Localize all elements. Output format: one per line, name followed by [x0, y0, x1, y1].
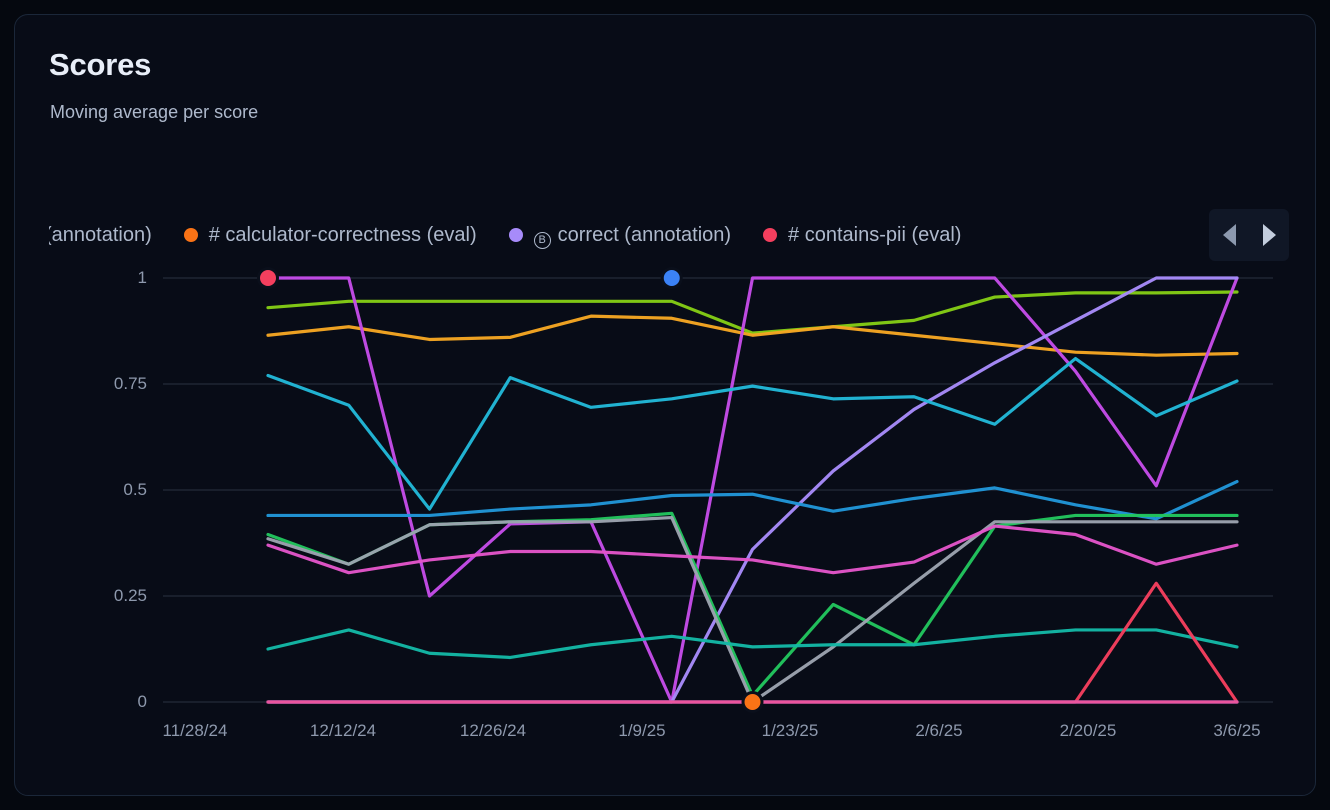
legend-item-label: # contains-pii (eval): [788, 223, 962, 246]
correct-annotation-marker[interactable]: [663, 270, 680, 286]
legend-item[interactable]: (annotation): [49, 207, 152, 263]
calculator-correctness-marker[interactable]: [744, 694, 761, 710]
series-line: [266, 479, 1239, 521]
legend-items: (annotation) # calculator-correctness (ev…: [49, 207, 1197, 263]
x-axis-tick-label: 1/23/25: [761, 721, 819, 740]
chart-legend: (annotation) # calculator-correctness (ev…: [49, 207, 1289, 263]
chevron-right-icon: [1262, 224, 1276, 246]
legend-color-dot: [508, 228, 523, 242]
contains-pii-marker[interactable]: [260, 270, 276, 286]
chart-svg: [163, 267, 1273, 713]
scores-card: Scores Moving average per score (annotat…: [14, 14, 1316, 796]
series-line: [266, 276, 1239, 704]
x-axis-tick-label: 1/9/25: [618, 721, 666, 740]
legend-color-dot: [183, 228, 198, 242]
legend-item-label: # calculator-correctness (eval): [208, 223, 477, 246]
chevron-left-icon: [1222, 224, 1236, 246]
x-axis-tick-label: 3/6/25: [1213, 721, 1261, 740]
series-line: [266, 515, 1239, 704]
circled-b-icon: B: [533, 231, 551, 249]
y-axis-tick-label: 0.75: [113, 374, 147, 393]
chart-subtitle: Moving average per score: [50, 102, 259, 122]
legend-item[interactable]: # contains-pii (eval): [763, 207, 961, 263]
x-axis-tick-label: 11/28/24: [162, 721, 228, 740]
legend-prev-button[interactable]: [1216, 220, 1242, 250]
legend-pager[interactable]: [1209, 209, 1289, 261]
series-line: [266, 314, 1239, 357]
x-axis-tick-label: 12/26/24: [459, 721, 527, 740]
x-axis-tick-label: 2/6/25: [915, 721, 963, 740]
y-axis-tick-label: 0.25: [113, 586, 147, 605]
legend-next-button[interactable]: [1256, 220, 1282, 250]
y-axis-tick-label: 0.5: [123, 480, 147, 499]
legend-color-dot: [763, 228, 778, 242]
chart-plot-area: 0 0.25 0.5 0.75 1 11/28/24 12/12/24 12/26/24 1/9…: [15, 15, 1315, 795]
legend-item-label: (annotation): [49, 223, 152, 246]
page-title: Scores: [49, 47, 152, 82]
series-line: [266, 581, 1239, 704]
x-axis-tick-label: 12/12/24: [309, 721, 377, 740]
series-line: [266, 524, 1239, 575]
legend-item[interactable]: # calculator-correctness (eval): [183, 207, 477, 263]
series-line: [266, 356, 1239, 511]
series-line: [266, 628, 1239, 660]
series-line: [266, 290, 1239, 335]
y-axis-tick-label: 0: [137, 692, 147, 711]
y-axis-tick-label: 1: [137, 268, 147, 287]
x-axis-tick-label: 2/20/25: [1059, 721, 1117, 740]
